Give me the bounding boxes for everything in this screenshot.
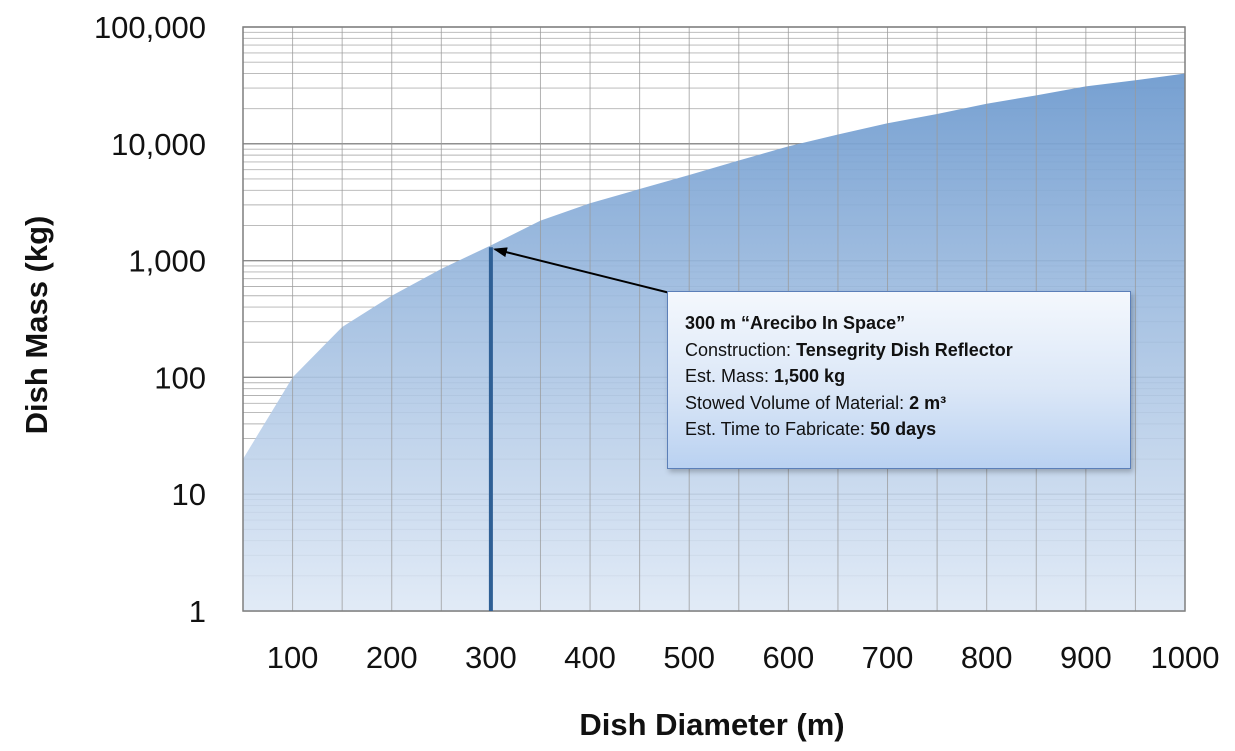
plot-frame (242, 26, 1186, 612)
y-axis-title: Dish Mass (kg) (19, 216, 54, 435)
y-tick-label: 100 (154, 360, 206, 395)
x-tick-label: 200 (366, 640, 418, 675)
annotation-line-volume: Stowed Volume of Material: 2 m³ (685, 392, 947, 413)
annotation-line-mass: Est. Mass: 1,500 kg (685, 366, 846, 386)
y-tick-label: 10,000 (111, 127, 206, 162)
annotation-box: 300 m “Arecibo In Space” Construction: T… (667, 291, 1131, 469)
x-tick-labels: 100 200 300 400 500 600 700 800 900 1000 (267, 640, 1220, 675)
x-tick-label: 500 (663, 640, 715, 675)
x-tick-label: 600 (763, 640, 815, 675)
x-tick-label: 900 (1060, 640, 1112, 675)
y-tick-label: 10 (172, 477, 206, 512)
x-tick-label: 800 (961, 640, 1013, 675)
x-tick-label: 1000 (1151, 640, 1220, 675)
x-axis-title: Dish Diameter (m) (579, 707, 844, 742)
y-tick-labels: 1 10 100 1,000 10,000 100,000 (94, 10, 206, 629)
y-tick-label: 100,000 (94, 10, 206, 45)
annotation-line-time: Est. Time to Fabricate: 50 days (685, 419, 937, 439)
x-tick-label: 700 (862, 640, 914, 675)
x-tick-label: 400 (564, 640, 616, 675)
x-tick-label: 100 (267, 640, 319, 675)
y-tick-label: 1 (189, 594, 206, 629)
x-tick-label: 300 (465, 640, 517, 675)
annotation-line-construction: Construction: Tensegrity Dish Reflector (685, 339, 1013, 360)
annotation-line-title: 300 m “Arecibo In Space” (685, 313, 906, 333)
y-tick-label: 1,000 (128, 244, 206, 279)
annotation-arrow (492, 247, 671, 294)
